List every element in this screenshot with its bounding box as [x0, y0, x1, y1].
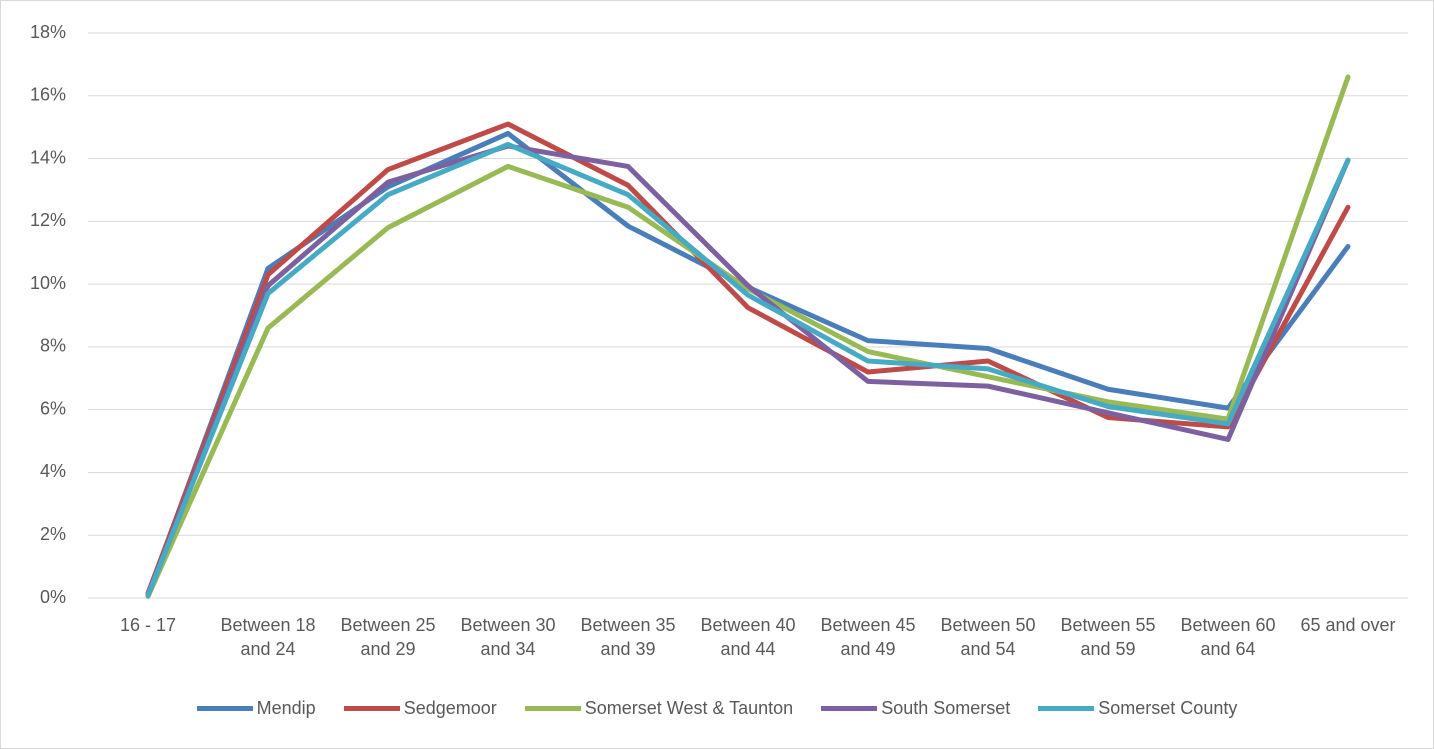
legend-label: Somerset County: [1098, 698, 1238, 718]
legend-label: Sedgemoor: [403, 698, 497, 718]
x-tick-label: 16 - 17: [119, 615, 177, 635]
series-line: [145, 141, 1351, 598]
legend-item: Mendip: [196, 698, 316, 719]
legend-swatch: [343, 706, 400, 711]
y-tick-label: 16%: [30, 85, 66, 105]
series-line: [145, 121, 1351, 596]
y-tick-label: 4%: [40, 461, 66, 481]
x-tick-label: Between 60 and 64: [1180, 615, 1276, 659]
x-tick-label: Between 45 and 49: [820, 615, 916, 659]
x-tick-label: Between 30 and 34: [460, 615, 556, 659]
y-tick-label: 8%: [40, 336, 66, 356]
legend-swatch: [1038, 706, 1095, 711]
x-tick-label: 65 and over: [1300, 615, 1396, 635]
legend-label: Somerset West & Taunton: [584, 698, 794, 718]
x-tick-label: Between 40 and 44: [700, 615, 796, 659]
legend-item: Somerset County: [1038, 698, 1237, 719]
y-tick-label: 6%: [40, 398, 66, 418]
x-tick-label: Between 50 and 54: [940, 615, 1036, 659]
y-tick-label: 0%: [40, 587, 66, 607]
legend-item: South Somerset: [821, 698, 1010, 719]
legend-swatch: [524, 706, 581, 711]
series-line: [145, 130, 1351, 598]
x-tick-label: Between 25 and 29: [340, 615, 436, 659]
legend-swatch: [196, 706, 253, 711]
y-tick-label: 10%: [30, 273, 66, 293]
legend-item: Sedgemoor: [343, 698, 497, 719]
legend-item: Somerset West & Taunton: [524, 698, 794, 719]
legend: Mendip Sedgemoor Somerset West & Taunton So…: [0, 698, 1434, 719]
y-tick-label: 14%: [30, 147, 66, 167]
legend-label: South Somerset: [881, 698, 1011, 718]
y-tick-label: 12%: [30, 210, 66, 230]
x-tick-label: Between 18 and 24: [220, 615, 316, 659]
y-tick-label: 18%: [30, 22, 66, 42]
series-line: [145, 143, 1351, 598]
y-tick-label: 2%: [40, 524, 66, 544]
legend-label: Mendip: [256, 698, 316, 718]
series-line: [145, 74, 1351, 599]
x-tick-label: Between 35 and 39: [580, 615, 676, 659]
legend-swatch: [821, 706, 878, 711]
x-tick-label: Between 55 and 59: [1060, 615, 1156, 659]
